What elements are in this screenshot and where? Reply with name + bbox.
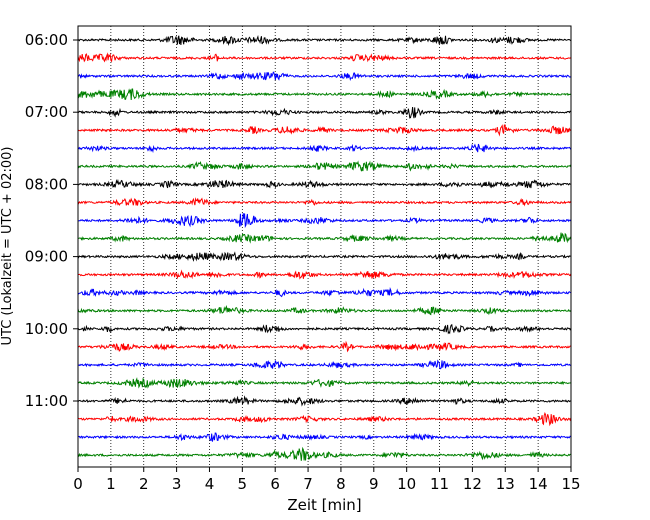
x-tick-label: 15 <box>561 475 580 493</box>
x-tick-label: 6 <box>270 475 280 493</box>
seismic-trace <box>77 340 571 353</box>
seismic-trace <box>77 106 572 119</box>
y-tick-label: 06:00 <box>25 31 68 49</box>
x-tick-label: 9 <box>369 475 379 493</box>
seismic-trace <box>77 269 572 280</box>
seismic-trace <box>77 305 572 316</box>
x-tick-label: 12 <box>463 475 482 493</box>
x-axis-label: Zeit [min] <box>287 496 361 514</box>
seismic-trace <box>77 71 571 81</box>
seismic-trace <box>77 197 572 207</box>
seismic-trace <box>77 52 572 63</box>
seismic-trace <box>77 213 572 229</box>
x-tick-label: 8 <box>336 475 346 493</box>
x-tick-label: 7 <box>303 475 313 493</box>
seismic-trace <box>77 160 572 172</box>
seismic-trace <box>77 251 571 262</box>
x-tick-label: 11 <box>430 475 449 493</box>
seismic-trace <box>77 432 571 442</box>
seismic-trace <box>77 395 571 407</box>
x-tick-label: 2 <box>139 475 149 493</box>
seismic-trace <box>77 377 572 389</box>
seismic-trace <box>77 232 572 244</box>
seismic-trace <box>77 35 572 47</box>
x-tick-label: 3 <box>172 475 182 493</box>
x-tick-label: 14 <box>529 475 548 493</box>
seismic-trace <box>77 359 572 370</box>
y-tick-label: 10:00 <box>25 320 68 338</box>
plot-frame <box>77 25 572 468</box>
y-tick-label: 07:00 <box>25 103 68 121</box>
seismic-traces <box>77 35 572 461</box>
seismic-trace <box>77 323 572 335</box>
seismic-trace <box>77 411 572 427</box>
x-tick-label: 10 <box>397 475 416 493</box>
seismic-trace <box>77 287 571 298</box>
x-tick-label: 4 <box>205 475 215 493</box>
y-axis-ticks: 06:00 07:00 08:00 09:00 10:00 11:00 <box>25 31 78 410</box>
x-axis-ticks: 0 1 2 3 4 5 6 7 8 9 10 11 12 13 14 15 <box>73 467 581 493</box>
seismic-trace <box>77 178 571 189</box>
x-tick-label: 13 <box>496 475 515 493</box>
x-tick-label: 5 <box>238 475 248 493</box>
y-tick-label: 11:00 <box>25 392 68 410</box>
y-tick-label: 08:00 <box>25 175 68 193</box>
seismic-trace <box>77 143 572 154</box>
y-tick-label: 09:00 <box>25 248 68 266</box>
y-axis-label: UTC (Lokalzeit = UTC + 02:00) <box>0 147 15 346</box>
x-tick-label: 0 <box>73 475 83 493</box>
seismic-trace <box>77 446 571 461</box>
x-tick-label: 1 <box>106 475 116 493</box>
seismic-trace <box>77 124 572 137</box>
seismic-trace <box>77 88 572 100</box>
